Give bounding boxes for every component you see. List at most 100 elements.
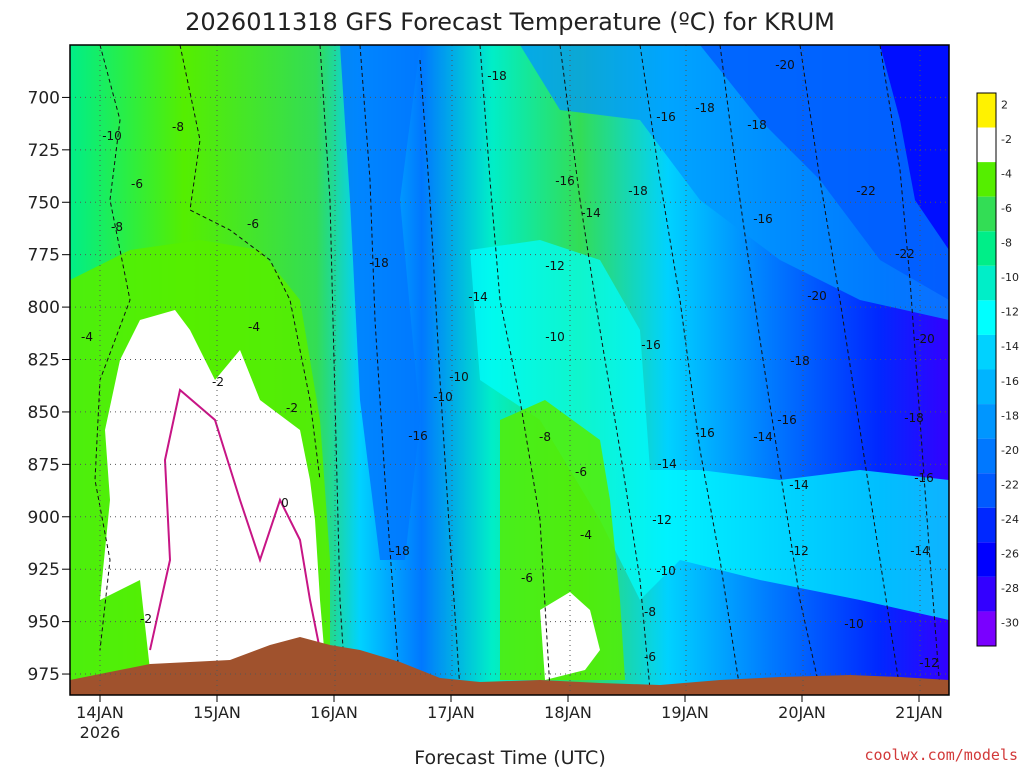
y-tick-label: 950	[28, 613, 60, 633]
isotherm-label: -16	[695, 426, 715, 440]
colorbar-label: -10	[1001, 271, 1019, 284]
isotherm-label: -20	[807, 289, 827, 303]
chart-title: 2026011318 GFS Forecast Temperature (ºC)…	[185, 8, 835, 36]
isotherm-label: -16	[753, 212, 773, 226]
isotherm-label: -6	[247, 217, 259, 231]
colorbar-label: -4	[1001, 167, 1012, 180]
colorbar-swatch	[977, 369, 996, 405]
isotherm-label: -6	[131, 177, 143, 191]
x-tick-label: 20JAN	[778, 703, 826, 722]
colorbar-label: -8	[1001, 237, 1012, 250]
isotherm-label: -18	[628, 184, 648, 198]
isotherm-label: -16	[555, 174, 575, 188]
y-tick-label: 725	[28, 141, 60, 161]
colorbar-swatch	[977, 300, 996, 335]
isotherm-label: -18	[747, 118, 767, 132]
colorbar-swatch	[977, 542, 996, 577]
isotherm-label: -18	[390, 544, 410, 558]
isotherm-label: 0	[281, 496, 289, 510]
colorbar-swatch	[977, 473, 996, 508]
isotherm-label: -4	[580, 528, 592, 542]
colorbar-label: -26	[1001, 548, 1019, 561]
isotherm-label: -8	[111, 220, 123, 234]
y-tick-label: 925	[28, 560, 60, 580]
colorbar-swatch	[977, 507, 996, 543]
colorbar-swatch	[977, 576, 996, 612]
isotherm-label: -14	[657, 457, 677, 471]
isotherm-label: -18	[790, 354, 810, 368]
isotherm-label: -16	[656, 110, 676, 124]
isotherm-label: -20	[775, 58, 795, 72]
colorbar-swatch	[977, 404, 996, 439]
y-tick-label: 800	[28, 298, 60, 318]
isotherm-label: -14	[581, 206, 601, 220]
isotherm-label: -16	[641, 338, 661, 352]
cyan-zone-mid	[470, 240, 949, 620]
vertical-grid	[99, 45, 921, 695]
colorbar-label: -20	[1001, 444, 1019, 457]
colorbar-swatch	[977, 127, 996, 163]
credit-text: coolwx.com/models	[864, 746, 1018, 764]
isotherm-label: -4	[81, 330, 93, 344]
isotherm-label: -6	[575, 465, 587, 479]
isotherm-label: -12	[919, 656, 939, 670]
isotherm-label: -6	[521, 571, 533, 585]
isotherm-label: -2	[286, 401, 298, 415]
colorbar-swatch	[977, 231, 996, 266]
colorbar-swatch	[977, 611, 996, 646]
isotherm-label: -18	[369, 256, 389, 270]
isotherm-label: -12	[789, 544, 809, 558]
x-tick-label: 21JAN	[895, 703, 943, 722]
isotherm-label: -18	[904, 411, 924, 425]
isotherm-label: -18	[695, 101, 715, 115]
y-tick-label: 750	[28, 193, 60, 213]
y-tick-label: 825	[28, 351, 60, 371]
isotherm-label: -22	[856, 184, 876, 198]
isotherm-label: -8	[172, 120, 184, 134]
colorbar-label: -18	[1001, 409, 1019, 422]
isotherm-label: -12	[652, 513, 672, 527]
isotherm-label: -22	[895, 247, 915, 261]
x-axis-tick-labels: 14JAN 15JAN 16JAN 17JAN 18JAN 19JAN 20JAN 21JAN	[76, 695, 943, 722]
y-tick-label: 975	[28, 665, 60, 685]
y-tick-label: 900	[28, 508, 60, 528]
isotherm-label: -8	[539, 430, 551, 444]
isotherm-label: -14	[468, 290, 488, 304]
colorbar: 2 -2 -4 -6 -8 -10 -12 -14 -16 -18 -20 -22 -24 -26 -28 -…	[976, 92, 1019, 647]
x-axis-year: 2026	[80, 723, 121, 742]
y-tick-label: 775	[28, 246, 60, 266]
y-tick-label: 700	[28, 88, 60, 108]
colorbar-label: -14	[1001, 340, 1019, 353]
colorbar-swatch	[977, 196, 996, 232]
zero-isotherm	[149, 388, 321, 651]
isotherm-label: -18	[487, 69, 507, 83]
isotherm-label: -14	[789, 478, 809, 492]
isotherm-label: -10	[656, 564, 676, 578]
colorbar-label: 2	[1001, 98, 1008, 111]
cold-band-deep	[700, 45, 949, 300]
isotherm-label: -16	[777, 413, 797, 427]
isotherm-label: -12	[545, 259, 565, 273]
colorbar-label: -6	[1001, 202, 1012, 215]
isotherm-label: -20	[915, 332, 935, 346]
dashed-isotherms	[94, 45, 941, 691]
isotherm-label: -14	[753, 430, 773, 444]
colorbar-label: -22	[1001, 478, 1019, 491]
x-tick-label: 18JAN	[544, 703, 592, 722]
colorbar-swatch	[977, 265, 996, 301]
isotherm-label: -10	[844, 617, 864, 631]
isotherm-label: -16	[408, 429, 428, 443]
isotherm-label: -16	[914, 471, 934, 485]
colorbar-frame	[976, 92, 997, 647]
x-tick-label: 16JAN	[310, 703, 358, 722]
isotherm-label: -14	[910, 544, 930, 558]
colorbar-swatch	[977, 438, 996, 474]
colorbar-label: -28	[1001, 582, 1019, 595]
colorbar-label: -24	[1001, 513, 1019, 526]
plot-frame	[69, 44, 950, 696]
colorbar-swatch	[977, 334, 996, 370]
isotherm-label: -4	[248, 320, 260, 334]
y-tick-label: 850	[28, 403, 60, 423]
coldest-band	[880, 45, 949, 250]
colorbar-swatch	[977, 162, 996, 197]
